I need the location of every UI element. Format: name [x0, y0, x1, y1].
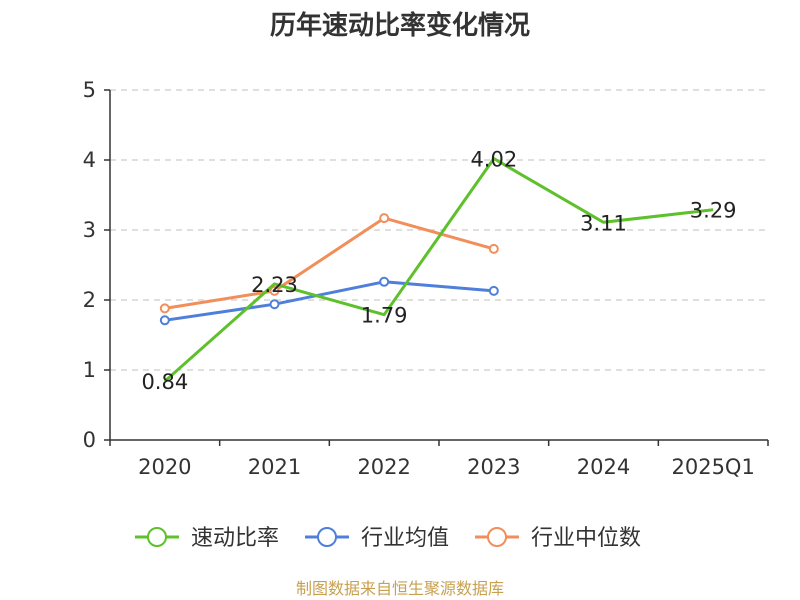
y-tick-label: 1 — [83, 358, 96, 382]
source-note: 制图数据来自恒生聚源数据库 — [296, 579, 504, 598]
y-tick-label: 3 — [83, 218, 96, 242]
series-point — [379, 213, 390, 224]
series-line — [164, 216, 495, 310]
legend-marker — [317, 527, 337, 547]
legend-label: 速动比率 — [191, 526, 279, 551]
legend: 速动比率 行业均值 行业中位数 — [135, 526, 641, 551]
legend-item[interactable]: 行业中位数 — [475, 526, 641, 551]
data-label: 0.84 — [141, 370, 188, 394]
x-tick-label: 2021 — [248, 455, 301, 479]
series-layer — [159, 157, 714, 383]
series-line — [164, 280, 494, 322]
legend-marker — [147, 527, 167, 547]
series-point — [159, 303, 170, 314]
data-label: 4.02 — [470, 148, 517, 172]
grid — [110, 89, 768, 371]
data-labels: 0.84 2.23 1.79 4.02 3.11 3.29 — [141, 148, 736, 395]
data-label: 1.79 — [361, 304, 408, 328]
data-label: 3.11 — [580, 211, 627, 235]
y-tick-label: 4 — [83, 148, 96, 172]
y-tick-label: 5 — [83, 78, 96, 102]
series-point — [269, 285, 280, 296]
legend-item[interactable]: 速动比率 — [135, 526, 279, 551]
axes: 0 1 2 3 4 5 2020 2021 2022 2023 2024 2025Q1 — [83, 78, 769, 479]
series-point — [488, 285, 499, 296]
legend-marker — [487, 527, 507, 547]
series-point — [379, 276, 390, 287]
y-tick-label: 2 — [83, 288, 96, 312]
data-label: 3.29 — [690, 199, 737, 223]
series-line — [163, 157, 714, 383]
x-tick-label: 2020 — [138, 455, 191, 479]
series-point — [159, 315, 170, 326]
series-point — [269, 299, 280, 310]
legend-label: 行业均值 — [361, 526, 449, 551]
series-point — [488, 243, 499, 254]
x-tick-label: 2023 — [467, 455, 520, 479]
legend-item[interactable]: 行业均值 — [305, 526, 449, 551]
y-tick-label: 0 — [83, 428, 96, 452]
x-tick-label: 2025Q1 — [671, 455, 754, 479]
chart-title: 历年速动比率变化情况 — [270, 10, 530, 41]
data-label: 2.23 — [251, 273, 298, 297]
x-tick-label: 2024 — [577, 455, 630, 479]
legend-label: 行业中位数 — [531, 526, 641, 551]
x-tick-label: 2022 — [357, 455, 410, 479]
